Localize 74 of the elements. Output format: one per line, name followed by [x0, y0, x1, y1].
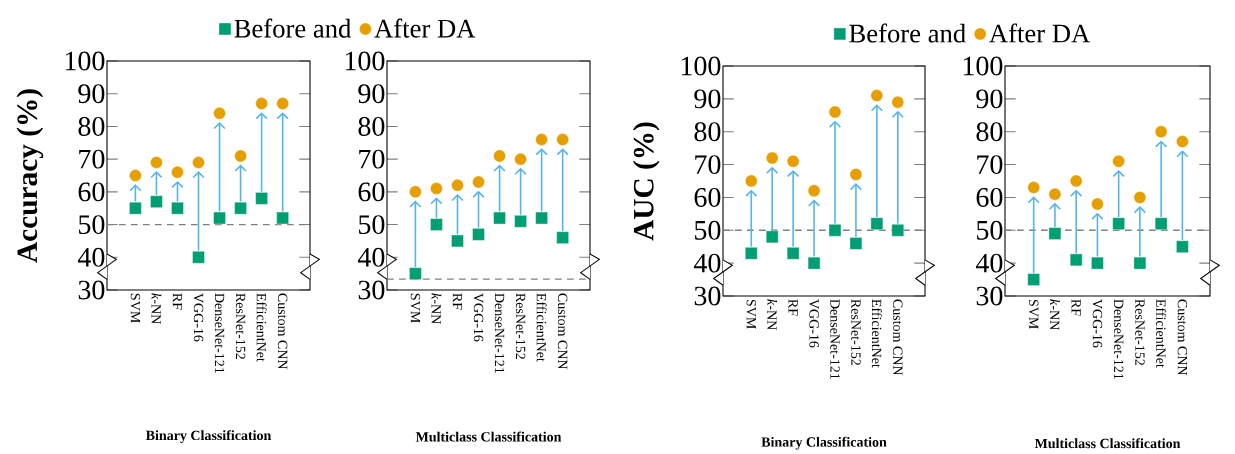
y-tick-label: 40 [357, 247, 385, 267]
x-tick-label: RF [1071, 299, 1081, 316]
y-tick-label: 90 [78, 84, 105, 104]
x-tick-label: SVM [130, 293, 141, 323]
x-tick-label: ResNet-152 [515, 293, 526, 360]
legend-label: Before and [849, 23, 966, 43]
y-tick-label: 60 [694, 188, 721, 207]
y-tick-label: 80 [358, 117, 385, 136]
y-tick-label: 70 [977, 155, 1003, 175]
y-tick-label: 80 [78, 117, 105, 136]
x-tick-label: Custom CNN [893, 299, 903, 376]
y-tick-label: 30 [358, 280, 385, 300]
y-tick-label: 30 [694, 286, 721, 306]
y-tick-label: 70 [79, 149, 105, 169]
y-tick-label: 100 [65, 51, 105, 71]
x-tick-label: VGG-16 [473, 293, 484, 342]
x-tick-label: VGG-16 [809, 299, 819, 348]
x-tick-label: Custom CNN [557, 293, 568, 370]
y-axis-title: Accuracy (%) [16, 89, 44, 263]
x-tick-label: DenseNet-121 [1113, 299, 1124, 379]
y-tick-label: 50 [977, 220, 1003, 240]
y-tick-label: 60 [358, 182, 385, 202]
x-axis-title: Binary Classification [761, 436, 887, 450]
y-tick-label: 40 [975, 253, 1003, 273]
y-tick-label: 40 [77, 247, 105, 267]
x-tick-label: DenseNet-121 [214, 293, 225, 373]
x-axis-title: Multiclass Classification [415, 431, 562, 442]
y-tick-label: 40 [693, 253, 721, 273]
y-axis-title: AUC (%) [632, 122, 660, 241]
y-tick-label: 70 [359, 149, 385, 169]
x-tick-label: Custom CNN [277, 293, 288, 370]
x-tick-label: ResNet-152 [1135, 299, 1145, 366]
y-tick-label: 60 [976, 188, 1003, 207]
y-tick-label: 90 [976, 89, 1003, 109]
x-tick-label: k-NN [431, 293, 442, 324]
x-tick-label: SVM [410, 293, 421, 323]
x-axis-title: Binary Classification [145, 430, 272, 443]
legend-label: After DA [989, 23, 1091, 43]
x-tick-label: EfficientNet [256, 293, 267, 362]
y-tick-label: 80 [976, 122, 1003, 142]
x-tick-label: DenseNet-121 [830, 299, 840, 379]
y-tick-label: 100 [963, 56, 1003, 76]
y-tick-label: 60 [78, 182, 105, 202]
x-tick-label: EfficientNet [1156, 299, 1167, 368]
legend-label: Before and [234, 18, 352, 38]
y-tick-label: 50 [79, 215, 105, 235]
x-tick-label: RF [452, 293, 463, 310]
y-tick-label: 90 [694, 89, 721, 109]
legend-label: After DA [374, 18, 476, 38]
y-tick-label: 50 [359, 215, 385, 235]
y-tick-label: 50 [695, 220, 721, 240]
x-axis-title: Multiclass Classification [1034, 438, 1181, 449]
x-tick-label: VGG-16 [193, 293, 204, 342]
y-tick-label: 100 [681, 56, 721, 76]
x-tick-label: ResNet-152 [235, 293, 246, 360]
x-tick-label: k-NN [767, 299, 778, 330]
y-tick-label: 100 [345, 51, 385, 71]
x-tick-label: SVM [746, 299, 756, 329]
x-tick-label: k-NN [1050, 299, 1060, 330]
y-tick-label: 90 [358, 84, 385, 104]
x-tick-label: DenseNet-121 [494, 293, 505, 373]
x-tick-label: EfficientNet [536, 293, 547, 362]
y-tick-label: 30 [976, 286, 1003, 306]
y-tick-label: 70 [695, 155, 721, 175]
y-tick-label: 80 [694, 122, 721, 142]
x-tick-label: RF [172, 293, 183, 310]
x-tick-label: Custom CNN [1177, 299, 1188, 376]
x-tick-label: EfficientNet [871, 299, 882, 368]
x-tick-label: k-NN [151, 293, 162, 324]
y-tick-label: 30 [78, 280, 105, 300]
x-tick-label: RF [788, 299, 798, 316]
x-tick-label: VGG-16 [1092, 299, 1103, 348]
x-tick-label: SVM [1028, 299, 1039, 329]
x-tick-label: ResNet-152 [851, 299, 861, 366]
